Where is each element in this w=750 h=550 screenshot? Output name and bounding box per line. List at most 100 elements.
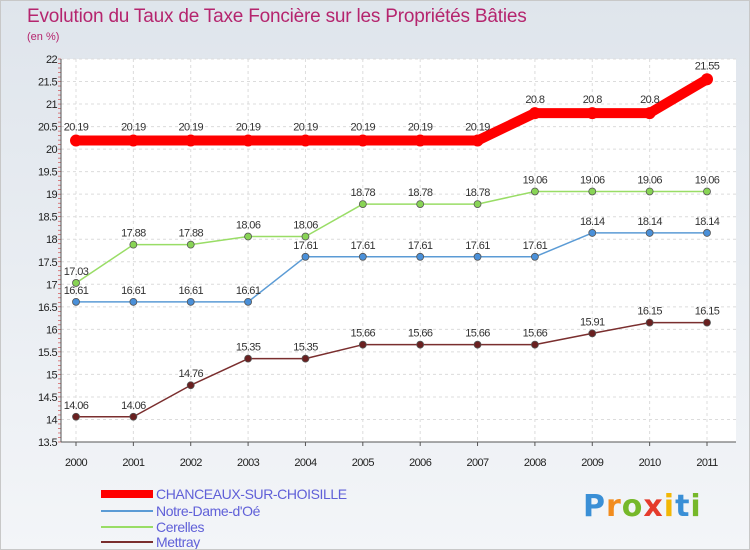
data-label: 18.06 (293, 220, 318, 232)
x-tick-label: 2000 (65, 457, 88, 469)
y-tick-label: 13.5 (38, 437, 57, 449)
logo-letter: i (663, 489, 676, 524)
y-tick-label: 16.5 (38, 302, 57, 314)
data-point (473, 252, 482, 261)
x-tick-label: 2008 (524, 457, 547, 469)
data-label: 15.66 (523, 328, 548, 340)
data-label: 19.06 (637, 174, 662, 186)
data-label: 17.61 (351, 240, 376, 252)
legend-label: Notre-Dame-d'Oé (156, 503, 261, 519)
data-point (301, 354, 310, 363)
logo-letter: P (583, 489, 606, 524)
x-tick-label: 2010 (639, 457, 662, 469)
data-label: 14.06 (64, 400, 89, 412)
y-tick-label: 19 (46, 189, 58, 201)
logo-letter: o (621, 489, 644, 524)
series-line-0 (71, 74, 712, 146)
data-point (416, 200, 425, 208)
data-label: 20.8 (640, 94, 659, 106)
data-point (414, 134, 427, 147)
data-point (528, 107, 541, 120)
data-point (186, 297, 195, 306)
data-point (358, 340, 367, 349)
data-label: 20.8 (525, 94, 544, 106)
data-label: 16.15 (637, 306, 662, 318)
x-tick-label: 2005 (352, 457, 375, 469)
y-tick-label: 21.5 (38, 77, 57, 89)
data-label: 15.66 (351, 328, 376, 340)
y-tick-label: 20.5 (38, 122, 57, 134)
data-point (416, 252, 425, 261)
data-point (72, 279, 80, 287)
data-label: 17.61 (465, 240, 490, 252)
data-point (473, 340, 482, 349)
data-point (645, 318, 654, 327)
series-layer: 14.06 14.06 14.76 15.35 15.35 15.66 15.66 15.66… (64, 60, 720, 421)
data-label: 20.19 (465, 122, 490, 134)
data-point (358, 252, 367, 261)
data-point (645, 229, 654, 237)
data-label: 18.14 (695, 216, 720, 228)
data-label: 16.61 (236, 285, 261, 297)
data-label: 14.76 (178, 368, 203, 380)
data-point (184, 134, 197, 147)
y-tick-label: 16 (46, 324, 58, 336)
data-point (186, 381, 195, 390)
data-point (358, 200, 367, 208)
data-point (588, 229, 597, 237)
legend-label: Cerelles (156, 519, 205, 535)
y-tick-label: 19.5 (38, 167, 57, 179)
data-point (129, 240, 138, 249)
y-tick-label: 17 (46, 279, 58, 291)
data-label: 20.19 (293, 122, 318, 134)
data-point (473, 200, 482, 208)
data-label: 18.06 (236, 220, 261, 232)
data-point (643, 107, 656, 120)
data-point (703, 187, 711, 196)
data-point (72, 412, 80, 421)
grid (61, 58, 736, 443)
data-label: 16.15 (695, 306, 720, 318)
data-point (127, 134, 140, 147)
x-tick-label: 2003 (237, 457, 260, 469)
data-label: 15.35 (236, 342, 261, 354)
data-point (72, 297, 80, 306)
data-label: 19.06 (695, 174, 720, 186)
data-point (299, 134, 312, 147)
logo-letter: t (675, 489, 691, 524)
data-label: 19.06 (580, 174, 605, 186)
series-line-1 (75, 232, 708, 303)
data-point (129, 297, 138, 306)
data-point (701, 73, 713, 86)
plot-area (61, 59, 736, 442)
y-tick-label: 22 (46, 54, 58, 66)
logo-letter: i (690, 489, 702, 524)
y-tick-label: 15.5 (38, 347, 57, 359)
y-tick-label: 17.5 (38, 257, 57, 269)
chart-title: Evolution du Taux de Taxe Foncière sur l… (27, 6, 527, 27)
x-tick-label: 2011 (696, 457, 718, 469)
data-point (301, 252, 310, 261)
data-point (129, 412, 138, 421)
data-point (531, 252, 539, 261)
data-label: 20.19 (236, 122, 261, 134)
data-point (703, 318, 711, 327)
series-line-2 (75, 190, 708, 284)
data-point (356, 134, 369, 147)
x-tick-label: 2006 (409, 457, 432, 469)
y-tick-label: 20 (46, 144, 58, 156)
data-point (70, 134, 82, 147)
y-tick-label: 18 (46, 234, 58, 246)
data-label: 18.78 (408, 187, 433, 199)
data-label: 18.14 (637, 216, 662, 228)
data-label: 18.78 (351, 187, 376, 199)
data-label: 20.19 (408, 122, 433, 134)
data-point (471, 134, 484, 147)
data-label: 16.61 (178, 285, 203, 297)
legend-label: CHANCEAUX-SUR-CHOISILLE (156, 486, 347, 502)
data-point (588, 329, 597, 338)
data-label: 20.19 (351, 122, 376, 134)
axes: 13.5 14 14.5 15 15.5 16 16.5 17 17.5 18 18.5 19 19.5… (38, 54, 736, 469)
data-label: 17.61 (293, 240, 318, 252)
